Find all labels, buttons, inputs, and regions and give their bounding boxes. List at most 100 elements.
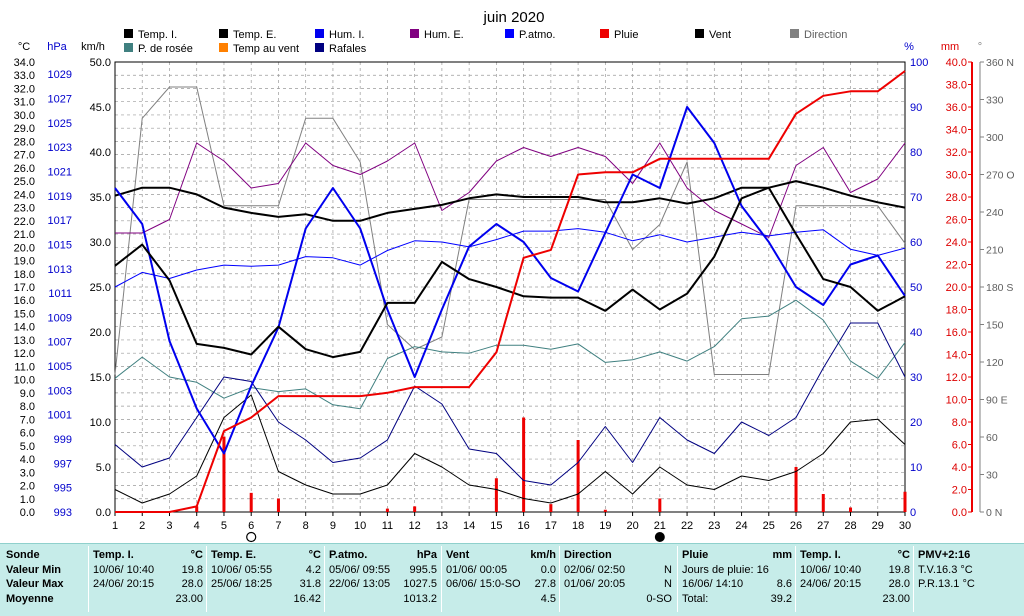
chart-title: juin 2020 <box>483 9 545 26</box>
axis-tick-label-temp: 27.0 <box>14 150 35 162</box>
summary-title: Sonde <box>6 549 40 561</box>
series-line-pressure <box>114 228 906 288</box>
summary-row-date: 10/06/ 05:55 <box>211 563 273 576</box>
summary-row-value: 4.2 <box>305 563 321 576</box>
axis-tick-label-temp: 30.0 <box>14 110 35 122</box>
weather-chart: 0.01.02.03.04.05.06.07.08.09.010.011.012… <box>14 9 1015 543</box>
rain-daily-bar <box>576 440 580 512</box>
axis-tick-label-temp: 9.0 <box>20 388 35 400</box>
rain-daily-bar <box>658 498 662 512</box>
summary-row-value: 0.0 <box>540 563 556 576</box>
x-tick-label: 6 <box>248 520 254 532</box>
x-tick-label: 15 <box>490 520 502 532</box>
axis-tick-label-temp: 26.0 <box>14 163 35 175</box>
rain-daily-bar <box>794 467 798 512</box>
legend-swatch-wind <box>695 29 704 38</box>
summary-title: Temp. I. <box>93 549 134 561</box>
axis-tick-label-pressure: 1029 <box>48 69 72 81</box>
axis-tick-label-temp: 2.0 <box>20 481 35 493</box>
x-tick-label: 30 <box>899 520 911 532</box>
summary-title: Temp. E. <box>211 549 257 561</box>
x-tick-label: 11 <box>382 520 393 532</box>
summary-row-value: 31.8 <box>299 578 321 590</box>
axis-title-direction: ° <box>978 41 982 53</box>
legend-label-wind: Vent <box>709 29 731 41</box>
axis-tick-label-pressure: 1009 <box>48 312 72 324</box>
axis-tick-label-rain: 28.0 <box>946 192 967 204</box>
x-tick-label: 3 <box>166 520 172 532</box>
summary-separator <box>559 546 560 612</box>
summary-separator <box>324 546 325 612</box>
axis-tick-label-rain: 2.0 <box>952 485 967 497</box>
axis-tick-label-wind: 40.0 <box>90 147 111 159</box>
axis-tick-label-humidity: 80 <box>910 147 922 159</box>
rain-daily-bar <box>494 478 498 512</box>
legend-swatch-dew <box>124 43 133 52</box>
summary-row-value: 16.42 <box>293 592 321 605</box>
axis-tick-label-direction: 360 N <box>986 57 1014 69</box>
axis-tick-label-rain: 34.0 <box>946 125 967 137</box>
x-tick-label: 2 <box>139 520 145 532</box>
summary-row-value: 19.8 <box>888 563 910 576</box>
rain-daily-bar <box>821 494 825 512</box>
axis-tick-label-pressure: 993 <box>54 507 72 519</box>
x-tick-label: 19 <box>599 520 611 532</box>
axis-tick-label-wind: 15.0 <box>90 372 111 384</box>
summary-unit: °C <box>190 549 203 561</box>
axis-tick-label-temp: 16.0 <box>14 295 35 307</box>
chart-axes: 0.01.02.03.04.05.06.07.08.09.010.011.012… <box>14 41 1015 543</box>
legend-label-gusts: Rafales <box>329 43 367 55</box>
axis-tick-label-pressure: 999 <box>54 434 72 446</box>
summary-title: Direction <box>564 549 612 561</box>
legend-swatch-pressure <box>505 29 514 38</box>
axis-tick-label-pressure: 1021 <box>48 166 72 178</box>
axis-tick-label-rain: 30.0 <box>946 170 967 182</box>
axis-tick-label-temp: 12.0 <box>14 348 35 360</box>
series-line-rain <box>115 70 906 513</box>
axis-tick-label-temp: 5.0 <box>20 441 35 453</box>
summary-block: Sonde Valeur Min Valeur Max Moyenne <box>6 548 86 606</box>
summary-block: Pluie mm Jours de pluie: 16 16/06/ 14:10 8.6… <box>682 548 792 606</box>
axis-tick-label-pressure: 1027 <box>48 93 72 105</box>
axis-tick-label-direction: 30 <box>986 470 998 482</box>
legend-swatch-direction <box>790 29 799 38</box>
x-tick-label: 9 <box>330 520 336 532</box>
x-tick-label: 26 <box>790 520 802 532</box>
axis-tick-label-temp: 1.0 <box>20 494 35 506</box>
x-tick-label: 14 <box>463 520 475 532</box>
legend-swatch-windchill <box>219 43 228 52</box>
x-tick-label: 13 <box>436 520 448 532</box>
axis-tick-label-temp: 0.0 <box>20 507 35 519</box>
rain-daily-bar <box>549 504 553 512</box>
legend-label-hum_ext: Hum. E. <box>424 29 464 41</box>
summary-title: Vent <box>446 549 470 561</box>
legend-label-pressure: P.atmo. <box>519 29 556 41</box>
axis-tick-label-humidity: 0 <box>910 507 916 519</box>
legend-label-dew: P. de rosée <box>138 43 193 55</box>
axis-tick-label-pressure: 1019 <box>48 191 72 203</box>
axis-tick-label-pressure: 1023 <box>48 142 72 154</box>
axis-tick-label-pressure: 1007 <box>48 337 72 349</box>
summary-row-date: 05/06/ 09:55 <box>329 563 391 576</box>
summary-block: Temp. I. °C 10/06/ 10:40 19.8 24/06/ 20:15 28… <box>800 548 910 606</box>
axis-tick-label-humidity: 90 <box>910 102 922 114</box>
summary-row-value: N <box>664 578 672 590</box>
summary-separator <box>206 546 207 612</box>
summary-row-date: Total: <box>682 592 709 605</box>
axis-tick-label-humidity: 10 <box>910 462 922 474</box>
legend-label-windchill: Temp au vent <box>233 43 299 55</box>
summary-row-value: 28.0 <box>181 578 203 590</box>
plot-area <box>115 62 905 512</box>
axis-tick-label-temp: 28.0 <box>14 136 35 148</box>
axis-tick-label-temp: 34.0 <box>14 57 35 69</box>
summary-row-value: N <box>664 563 672 576</box>
summary-row-date: T.V.16.3 °C <box>918 563 973 576</box>
axis-tick-label-temp: 19.0 <box>14 256 35 268</box>
x-tick-label: 24 <box>735 520 747 532</box>
axis-tick-label-wind: 25.0 <box>90 282 111 294</box>
summary-unit: °C <box>308 549 321 561</box>
x-tick-label: 10 <box>354 520 366 532</box>
axis-tick-label-humidity: 40 <box>910 327 922 339</box>
x-tick-label: 4 <box>194 520 200 532</box>
summary-unit: mm <box>772 549 792 561</box>
